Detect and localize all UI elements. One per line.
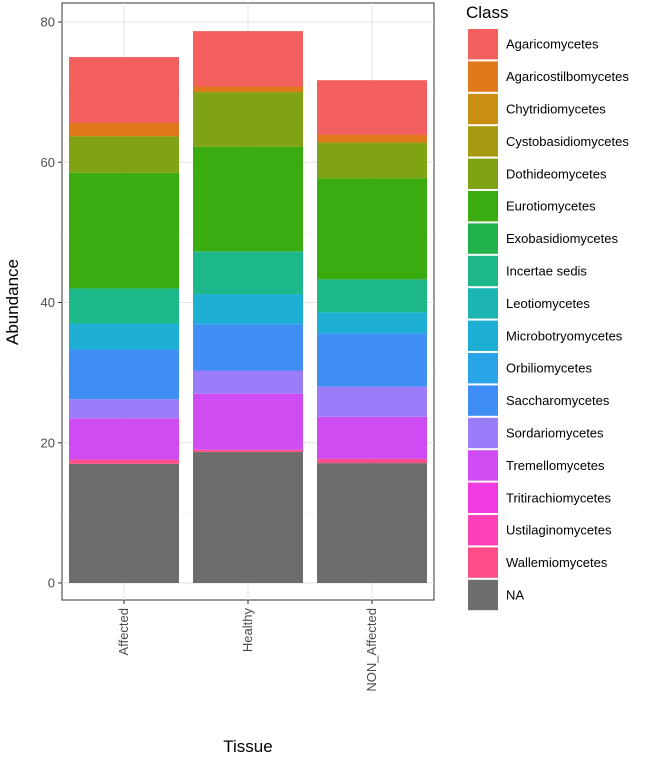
bar-segment — [317, 458, 427, 464]
legend-key — [468, 482, 498, 513]
bar-segment — [317, 312, 427, 334]
legend-label: Chytridiomycetes — [506, 102, 606, 117]
legend-key — [468, 158, 498, 189]
legend-key — [468, 288, 498, 319]
legend-key — [468, 320, 498, 351]
legend-label: Tritirachiomycetes — [506, 490, 611, 505]
x-axis: Affected Healthy NON_Affected — [116, 600, 379, 692]
bar-segment — [69, 172, 179, 289]
bar-segment — [69, 463, 179, 583]
legend-label: Wallemiomycetes — [506, 555, 608, 570]
bar-segment — [193, 393, 303, 450]
bar-segment — [69, 323, 179, 350]
legend-label: Incertae sedis — [506, 264, 587, 279]
legend-key — [468, 255, 498, 287]
bar-segment — [317, 416, 427, 459]
legend-key — [468, 515, 498, 546]
legend-key — [468, 353, 498, 384]
legend-label: Orbiliomycetes — [506, 361, 592, 376]
y-axis-title: Abundance — [3, 259, 22, 345]
bar-segment — [69, 136, 179, 173]
legend-key — [468, 579, 498, 611]
legend-label: Cystobasidiomycetes — [506, 134, 629, 149]
legend-label: Dothideomycetes — [506, 166, 607, 181]
legend: Agaricomycetes Agaricostilbomycetes Chytri… — [467, 28, 629, 612]
bar-segment — [69, 288, 179, 324]
legend-label: Eurotiomycetes — [506, 199, 596, 214]
y-tick-label: 0 — [48, 576, 55, 591]
bar-segment — [193, 92, 303, 147]
legend-key — [468, 191, 498, 222]
legend-key — [468, 417, 498, 449]
legend-label: Sordariomycetes — [506, 426, 604, 441]
bar-segment — [193, 251, 303, 295]
bar-segment — [317, 142, 427, 179]
bar-segment — [317, 80, 427, 135]
legend-label: Leotiomycetes — [506, 296, 590, 311]
x-axis-title: Tissue — [223, 737, 272, 756]
x-tick-label: NON_Affected — [364, 608, 379, 692]
legend-label: Agaricostilbomycetes — [506, 69, 629, 84]
bar-segment — [193, 370, 303, 394]
bar-segment — [69, 122, 179, 137]
bar-segment — [317, 333, 427, 387]
bars — [69, 31, 427, 583]
legend-label: Exobasidiomycetes — [506, 231, 618, 246]
bar-segment — [69, 459, 179, 464]
legend-key — [468, 385, 498, 416]
bar-segment — [193, 294, 303, 325]
legend-key — [468, 547, 498, 578]
legend-label: NA — [506, 588, 524, 603]
x-tick-label: Affected — [116, 608, 131, 655]
bar-segment — [69, 399, 179, 419]
y-axis: 0 20 40 60 80 — [41, 15, 62, 591]
y-tick-label: 60 — [41, 155, 55, 170]
legend-key — [468, 61, 498, 92]
bar-segment — [317, 463, 427, 583]
legend-title: Class — [466, 3, 509, 22]
bar-segment — [317, 386, 427, 417]
bar-segment — [193, 31, 303, 87]
legend-label: Ustilaginomycetes — [506, 523, 612, 538]
bar-segment — [193, 146, 303, 252]
legend-key — [468, 450, 498, 481]
bar-segment — [193, 449, 303, 452]
bar-segment — [69, 57, 179, 123]
bar-segment — [193, 451, 303, 583]
bar-segment — [317, 134, 427, 143]
bar-segment — [193, 324, 303, 371]
x-tick-label: Healthy — [240, 608, 255, 653]
legend-key — [468, 93, 498, 125]
legend-label: Microbotryomycetes — [506, 328, 623, 343]
y-tick-label: 80 — [41, 15, 55, 30]
legend-key — [468, 29, 498, 60]
bar-segment — [69, 349, 179, 400]
legend-label: Tremellomycetes — [506, 458, 605, 473]
legend-label: Agaricomycetes — [506, 37, 599, 52]
bar-segment — [317, 279, 427, 313]
bar-segment — [317, 178, 427, 280]
y-tick-label: 40 — [41, 295, 55, 310]
legend-key — [468, 126, 498, 157]
bar-segment — [69, 418, 179, 460]
legend-label: Saccharomycetes — [506, 393, 610, 408]
y-tick-label: 20 — [41, 435, 55, 450]
bar-segment — [193, 86, 303, 93]
legend-key — [468, 223, 498, 254]
